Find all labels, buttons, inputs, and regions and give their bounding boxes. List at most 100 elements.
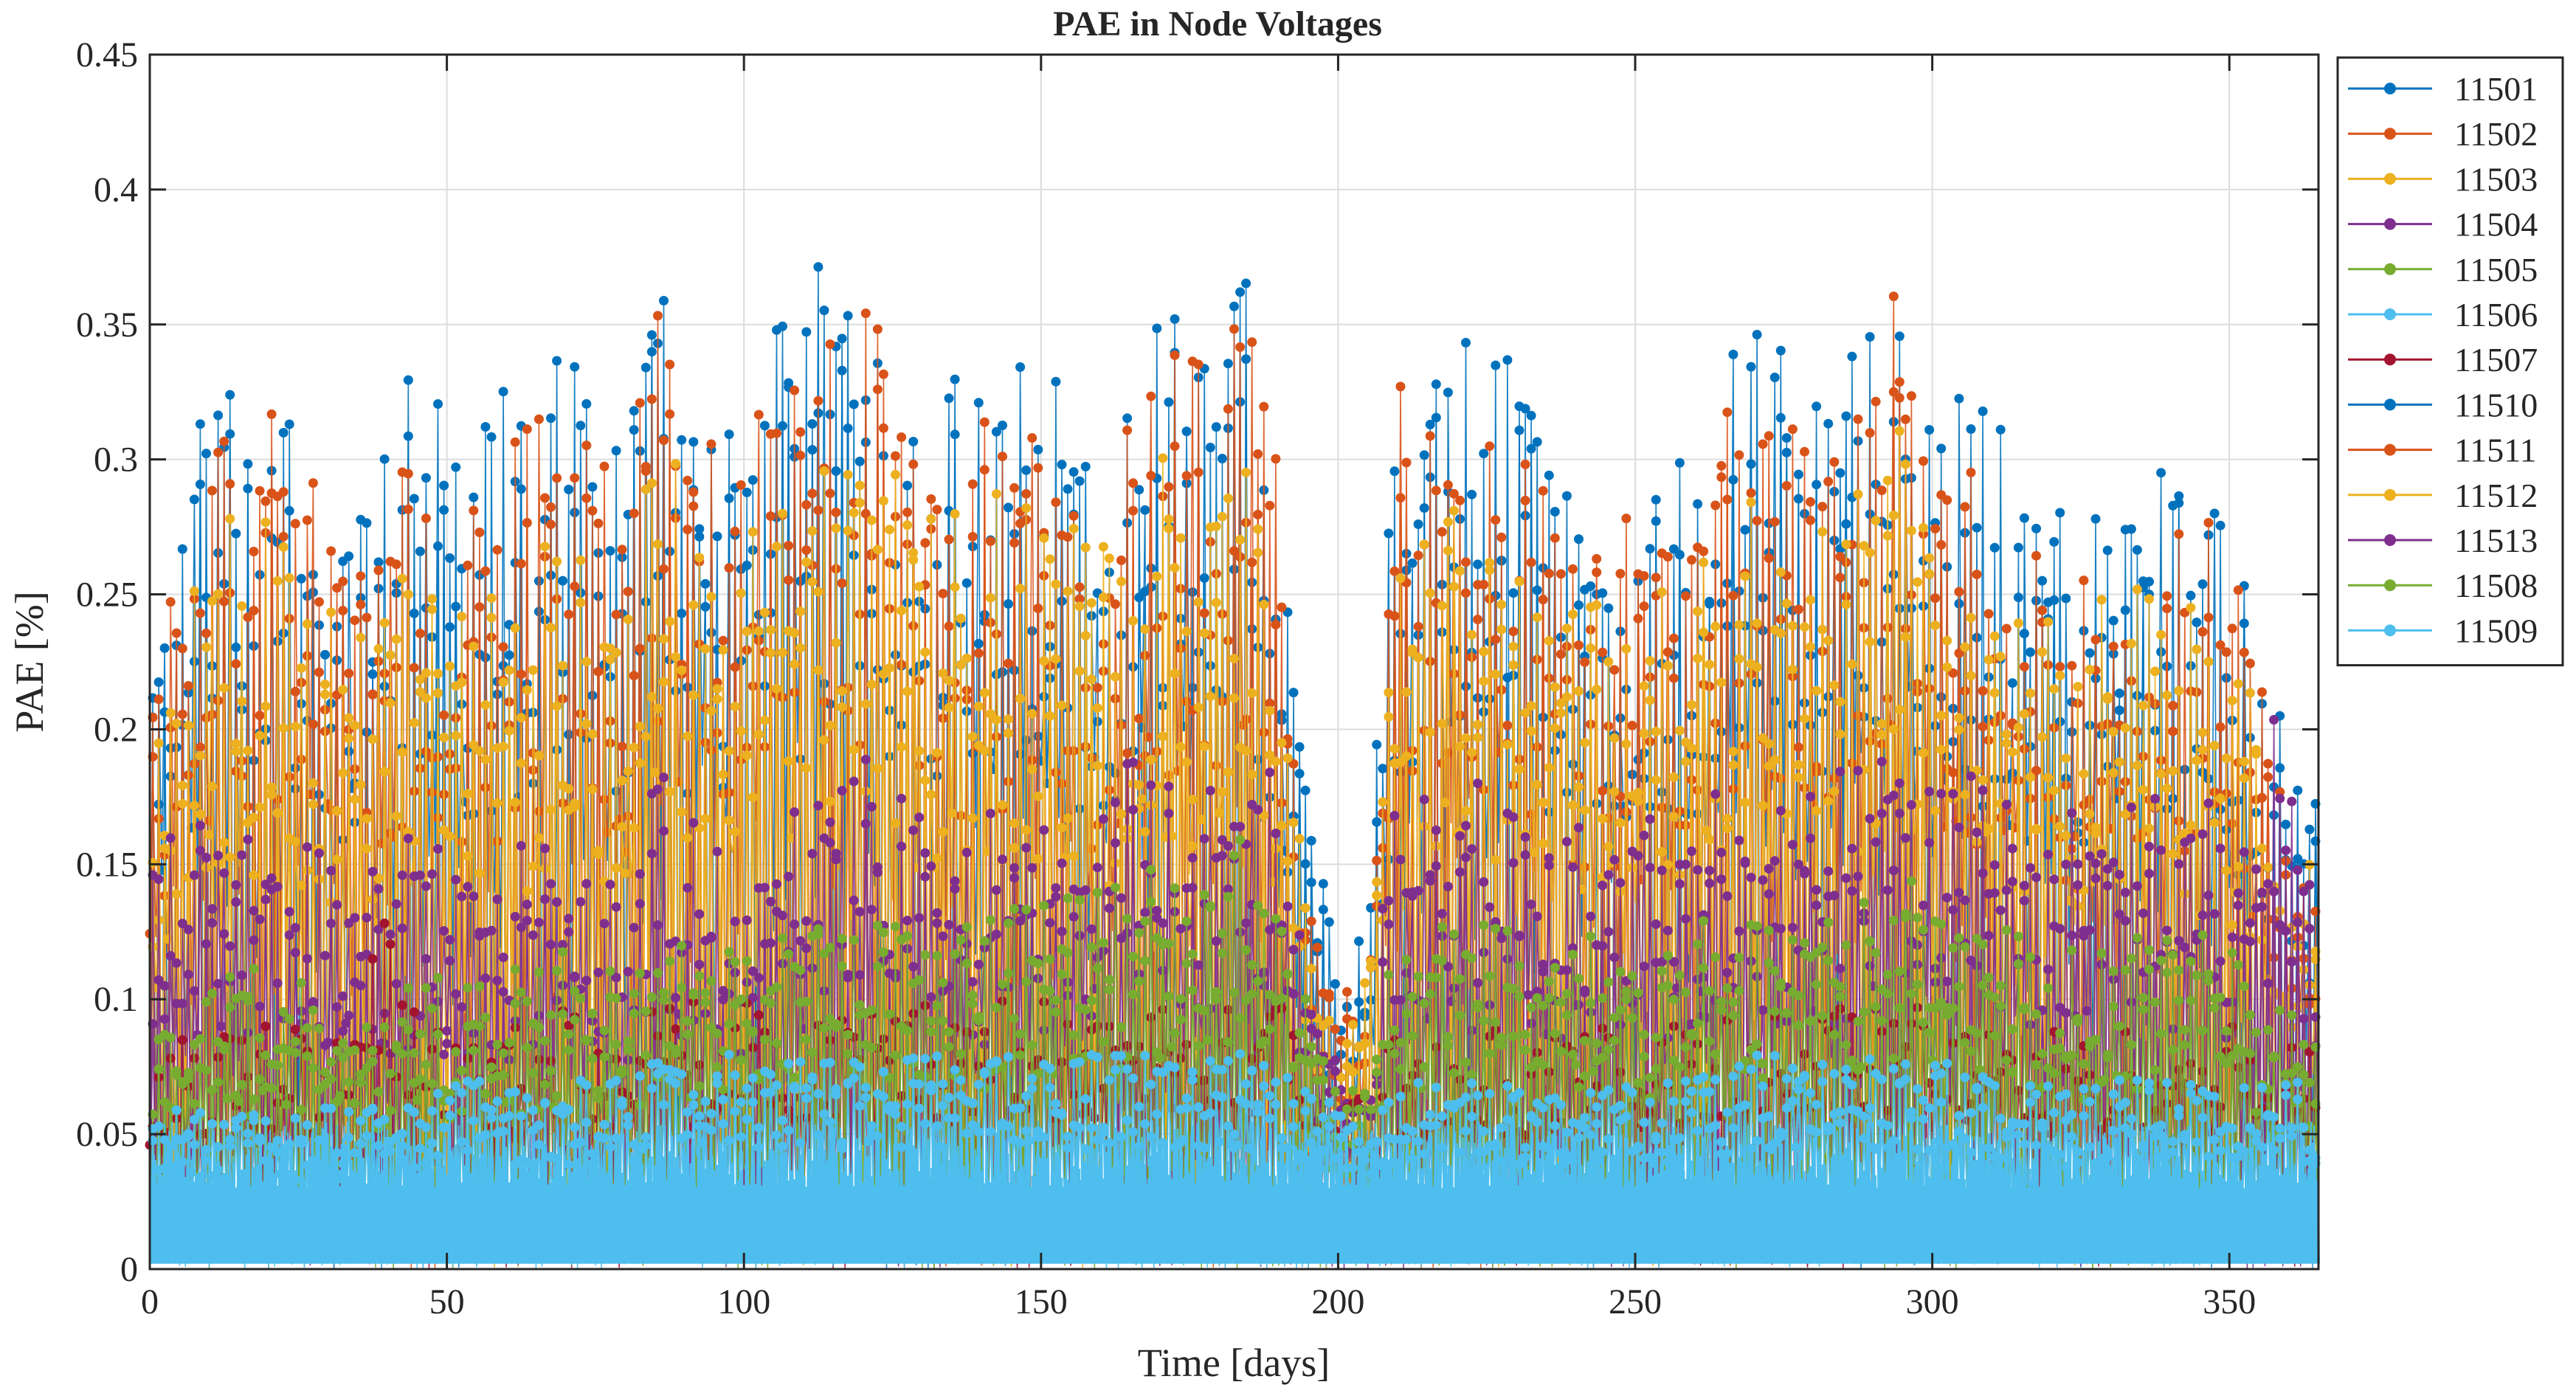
data-point-11502 bbox=[1520, 459, 1530, 469]
data-point-11512 bbox=[1140, 826, 1150, 837]
data-point-11512 bbox=[552, 701, 562, 711]
data-point-11503 bbox=[2239, 756, 2249, 767]
data-point-11506 bbox=[706, 1108, 716, 1119]
data-point-11501 bbox=[944, 393, 954, 404]
data-point-11508 bbox=[1568, 950, 1578, 960]
data-point-11505 bbox=[2168, 1045, 2178, 1055]
data-point-11509 bbox=[765, 1069, 776, 1079]
data-point-11512 bbox=[1485, 565, 1495, 576]
data-point-11503 bbox=[747, 527, 758, 537]
data-point-11505 bbox=[308, 1063, 318, 1073]
data-point-11504 bbox=[902, 916, 913, 926]
data-point-11508 bbox=[973, 1012, 984, 1022]
data-point-11502 bbox=[706, 439, 716, 449]
data-point-11508 bbox=[1004, 968, 1013, 978]
data-point-11503 bbox=[272, 808, 283, 818]
data-point-11508 bbox=[1514, 992, 1524, 1002]
data-point-11503 bbox=[807, 526, 818, 536]
data-point-11510 bbox=[807, 445, 818, 455]
data-point-11507 bbox=[1158, 1004, 1168, 1015]
data-point-11510 bbox=[2019, 513, 2029, 523]
data-point-11503 bbox=[1336, 1072, 1346, 1082]
data-point-11503 bbox=[646, 478, 657, 488]
data-point-11513 bbox=[1775, 924, 1786, 933]
data-point-11505 bbox=[546, 1010, 556, 1020]
data-point-11505 bbox=[1348, 1086, 1358, 1096]
data-point-11513 bbox=[2275, 919, 2285, 930]
data-point-11503 bbox=[1514, 576, 1524, 587]
data-point-11504 bbox=[599, 919, 610, 929]
data-point-11508 bbox=[1098, 938, 1108, 948]
data-point-11512 bbox=[1051, 579, 1061, 590]
data-point-11508 bbox=[759, 995, 770, 1005]
data-point-11505 bbox=[498, 1048, 508, 1058]
data-point-11511 bbox=[153, 694, 164, 705]
x-tick-label: 50 bbox=[429, 1282, 465, 1321]
data-point-11502 bbox=[1122, 425, 1133, 435]
data-point-11506 bbox=[950, 1065, 960, 1075]
data-point-11511 bbox=[344, 668, 354, 679]
data-point-11511 bbox=[1128, 505, 1139, 516]
data-point-11512 bbox=[344, 733, 354, 744]
data-point-11506 bbox=[718, 1094, 728, 1105]
data-point-11513 bbox=[1407, 891, 1418, 901]
data-point-11509 bbox=[581, 1080, 592, 1091]
data-point-11501 bbox=[1894, 604, 1905, 614]
data-point-11508 bbox=[350, 1045, 360, 1055]
data-point-11501 bbox=[1561, 787, 1572, 798]
data-point-11509 bbox=[1865, 1103, 1875, 1113]
data-point-11508 bbox=[581, 1036, 592, 1046]
data-point-11508 bbox=[1288, 1062, 1299, 1073]
data-point-11511 bbox=[385, 556, 396, 567]
data-point-11505 bbox=[552, 966, 562, 975]
data-point-11501 bbox=[1966, 424, 1976, 434]
data-point-11503 bbox=[427, 594, 437, 604]
data-point-11503 bbox=[1164, 514, 1174, 525]
data-point-11504 bbox=[1520, 832, 1530, 842]
data-point-11512 bbox=[2049, 785, 2059, 795]
data-point-11508 bbox=[1282, 969, 1293, 979]
data-point-11508 bbox=[854, 1010, 865, 1020]
data-point-11505 bbox=[1705, 986, 1715, 996]
data-point-11503 bbox=[1954, 713, 1964, 723]
data-point-11510 bbox=[854, 456, 865, 466]
data-point-11512 bbox=[688, 600, 699, 610]
data-point-11503 bbox=[243, 745, 253, 756]
data-point-11513 bbox=[451, 989, 461, 999]
data-point-11509 bbox=[742, 1083, 752, 1093]
data-point-11504 bbox=[1086, 924, 1097, 934]
data-point-11510 bbox=[2114, 705, 2124, 716]
data-point-11504 bbox=[2001, 800, 2012, 810]
data-point-11509 bbox=[1871, 1068, 1881, 1079]
data-point-11509 bbox=[1288, 1099, 1299, 1109]
data-point-11512 bbox=[1004, 714, 1013, 725]
data-point-11503 bbox=[611, 863, 621, 873]
data-point-11512 bbox=[665, 787, 675, 797]
data-point-11508 bbox=[2197, 1026, 2208, 1035]
data-point-11502 bbox=[730, 662, 740, 672]
data-point-11503 bbox=[302, 619, 312, 629]
data-point-11505 bbox=[1859, 897, 1869, 908]
data-point-11508 bbox=[1722, 983, 1733, 993]
data-point-11510 bbox=[950, 429, 960, 440]
data-point-11507 bbox=[260, 1021, 271, 1032]
data-point-11504 bbox=[1847, 843, 1857, 854]
data-point-11502 bbox=[784, 541, 794, 550]
data-point-11511 bbox=[2031, 765, 2041, 775]
data-point-11508 bbox=[2067, 1050, 2077, 1060]
data-point-11503 bbox=[308, 778, 318, 788]
data-point-11503 bbox=[1111, 671, 1120, 682]
data-point-11513 bbox=[2019, 896, 2029, 906]
data-point-11508 bbox=[1167, 1042, 1177, 1052]
data-point-11508 bbox=[1455, 1010, 1465, 1020]
data-point-11502 bbox=[581, 440, 592, 451]
data-point-11512 bbox=[1342, 1038, 1352, 1048]
data-point-11511 bbox=[308, 719, 318, 730]
data-point-11504 bbox=[314, 848, 324, 858]
data-point-11504 bbox=[1841, 873, 1851, 883]
data-point-11508 bbox=[1817, 1011, 1828, 1021]
data-point-11501 bbox=[724, 429, 734, 440]
data-point-11511 bbox=[1876, 486, 1887, 495]
data-point-11508 bbox=[2174, 995, 2184, 1006]
data-point-11502 bbox=[1116, 720, 1126, 730]
